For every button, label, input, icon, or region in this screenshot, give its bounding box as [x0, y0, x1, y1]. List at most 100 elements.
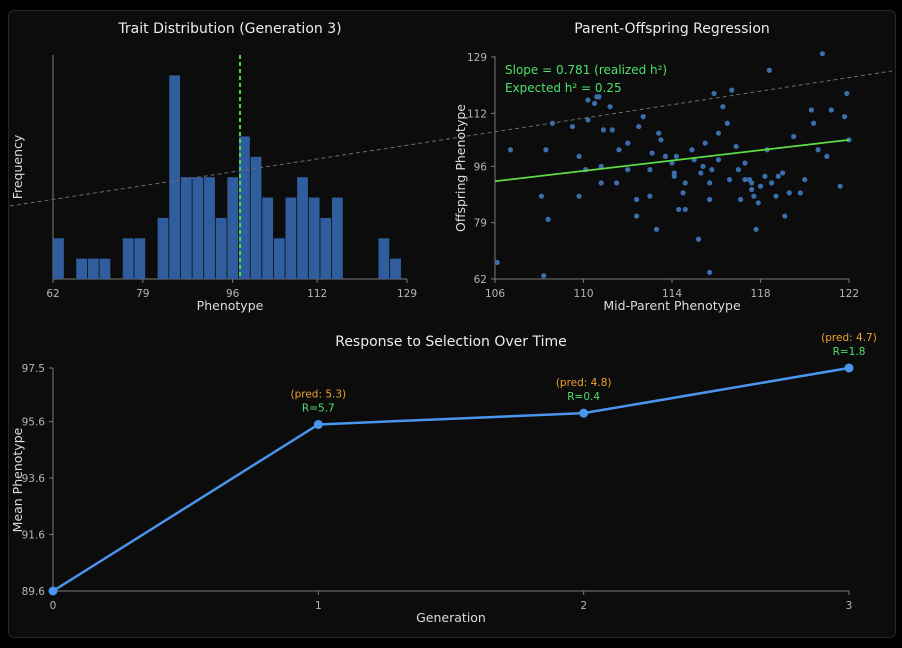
scatter-x-tick-label: 114 — [662, 288, 682, 300]
scatter-point — [751, 193, 757, 199]
scatter-point — [676, 206, 682, 213]
histogram-bar — [87, 258, 99, 279]
scatter-point — [596, 94, 602, 100]
scatter-point — [815, 147, 821, 153]
scatter-point — [673, 153, 680, 160]
scatter-y-tick-label: 79 — [474, 218, 487, 230]
response-point-labels: (pred: 5.3) R=5.7 (pred: 4.8) R=0.4 (pred: 4… — [291, 332, 877, 414]
scatter-point — [647, 167, 653, 173]
scatter-point — [649, 150, 655, 156]
histogram-x-label: Phenotype — [197, 298, 264, 313]
observed-response-label: R=0.4 — [567, 391, 600, 403]
scatter-point — [671, 173, 677, 179]
histogram-bar — [378, 238, 390, 279]
scatter-point — [682, 206, 688, 213]
histogram-chart: Trait Distribution (Generation 3) Phenot… — [10, 21, 417, 313]
histogram-bar — [250, 156, 262, 279]
scatter-point — [653, 226, 660, 232]
histogram-bar — [53, 238, 64, 279]
histogram-x-tick-label: 62 — [46, 288, 59, 300]
scatter-point — [700, 163, 706, 169]
scatter-point — [707, 180, 713, 186]
scatter-point — [762, 173, 768, 179]
scatter-point — [824, 153, 830, 160]
response-data-point — [579, 408, 589, 418]
scatter-point — [682, 180, 688, 186]
scatter-point — [625, 167, 631, 173]
histogram-bar — [204, 177, 215, 279]
scatter-point — [662, 153, 668, 160]
scatter-point — [768, 180, 775, 186]
scatter-point — [658, 137, 664, 143]
observed-response-label: R=5.7 — [302, 402, 335, 414]
scatter-point — [775, 173, 781, 179]
scatter-x-tick-label: 110 — [573, 288, 593, 300]
scatter-point — [711, 90, 717, 97]
predicted-response-label: (pred: 4.8) — [556, 377, 612, 389]
scatter-point — [680, 190, 686, 196]
histogram-bar — [192, 177, 204, 279]
histogram-bar — [169, 75, 181, 279]
expected-h2-annotation: Expected h² = 0.25 — [505, 81, 622, 95]
scatter-ticks: 106 110 114 118 122 62 79 96 112 129 — [467, 52, 859, 300]
scatter-point — [709, 167, 715, 173]
scatter-y-tick-label: 62 — [474, 274, 487, 286]
scatter-point — [698, 170, 704, 176]
slope-annotation: Slope = 0.781 (realized h²) — [505, 63, 667, 77]
scatter-point — [735, 167, 741, 173]
scatter-x-tick-label: 122 — [839, 288, 859, 300]
scatter-point — [786, 190, 792, 196]
scatter-point — [811, 120, 817, 126]
scatter-point — [614, 180, 620, 186]
regression-fit-line — [494, 138, 850, 183]
scatter-point — [749, 180, 755, 186]
scatter-point — [715, 157, 722, 163]
scatter-point — [802, 176, 808, 183]
scatter-point — [797, 190, 803, 196]
predicted-response-label: (pred: 5.3) — [291, 388, 347, 400]
scatter-point — [569, 123, 576, 130]
scatter-y-tick-label: 129 — [467, 52, 487, 64]
histogram-bar — [99, 258, 111, 279]
scatter-point — [755, 200, 761, 206]
response-line-chart: Response to Selection Over Time Generati… — [10, 332, 877, 625]
scatter-point — [837, 183, 843, 189]
response-y-tick-label: 89.6 — [22, 586, 46, 598]
scatter-point — [737, 196, 744, 203]
scatter-point — [782, 213, 788, 219]
scatter-point — [742, 176, 748, 183]
histogram-bar — [273, 238, 285, 279]
response-data-point — [313, 419, 323, 429]
scatter-x-tick-label: 106 — [485, 288, 505, 300]
response-title: Response to Selection Over Time — [335, 334, 567, 350]
scatter-point — [541, 273, 547, 279]
scatter-point — [609, 127, 615, 133]
scatter-point — [753, 226, 759, 232]
scatter-point — [791, 133, 797, 140]
histogram-bar — [262, 197, 274, 279]
scatter-point — [726, 176, 733, 183]
scatter-point — [634, 213, 640, 219]
scatter-point — [585, 97, 591, 103]
scatter-point — [598, 180, 604, 186]
scatter-point — [766, 67, 772, 73]
scatter-point — [844, 90, 850, 97]
histogram-x-ticks: 62 79 96 112 129 — [46, 279, 417, 300]
histogram-bar — [76, 258, 88, 279]
histogram-bar — [180, 177, 192, 279]
scatter-point — [656, 130, 662, 136]
scatter-point — [576, 193, 582, 199]
response-series — [48, 363, 854, 596]
scatter-points — [494, 51, 852, 279]
scatter-point — [647, 193, 653, 199]
histogram-bar — [134, 238, 146, 279]
scatter-x-label: Mid-Parent Phenotype — [603, 298, 741, 313]
scatter-point — [636, 123, 642, 130]
histogram-bar — [122, 238, 134, 279]
scatter-point — [724, 120, 730, 126]
reference-dashed-line — [9, 70, 893, 207]
scatter-y-tick-label: 112 — [467, 108, 487, 120]
histogram-bar — [320, 217, 332, 279]
histogram-bar — [297, 177, 308, 279]
